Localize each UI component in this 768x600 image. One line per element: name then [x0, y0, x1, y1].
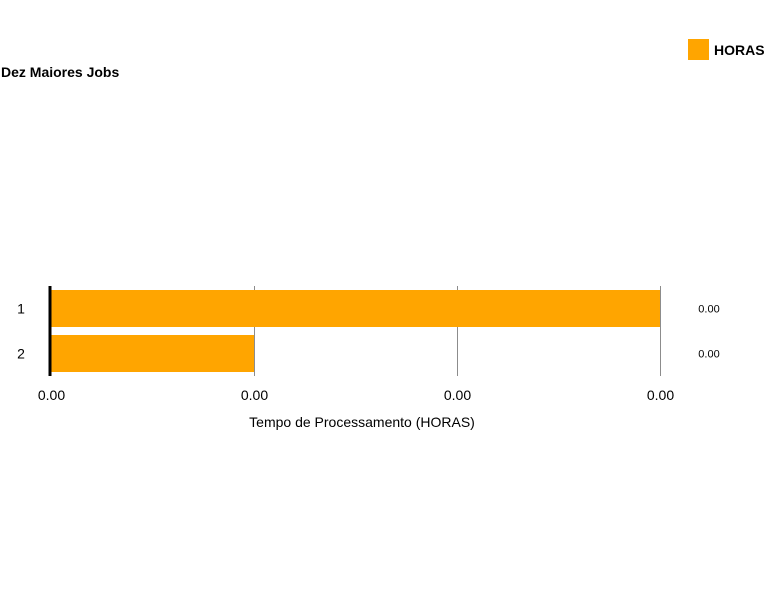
- bar-value-label: 0.00: [698, 304, 719, 316]
- legend-label: HORAS: [714, 41, 765, 58]
- x-tick-label: 0.00: [241, 387, 268, 403]
- y-tick-label: 1: [17, 301, 25, 317]
- x-tick-label: 0.00: [444, 387, 471, 403]
- y-tick-label: 2: [17, 346, 25, 362]
- bar-value-label: 0.00: [698, 349, 719, 361]
- x-tick-label: 0.00: [38, 387, 65, 403]
- chart-title: Dez Maiores Jobs: [1, 64, 120, 80]
- bar: [51, 335, 254, 372]
- legend: HORAS: [688, 39, 765, 60]
- labels: 0.00 0.00 0.00 0.00 1 0.00 2 0.00: [17, 301, 720, 404]
- bars: [51, 290, 660, 372]
- bar: [51, 290, 660, 327]
- x-tick-label: 0.00: [647, 387, 674, 403]
- legend-swatch: [688, 39, 709, 60]
- x-axis-title: Tempo de Processamento (HORAS): [249, 414, 475, 430]
